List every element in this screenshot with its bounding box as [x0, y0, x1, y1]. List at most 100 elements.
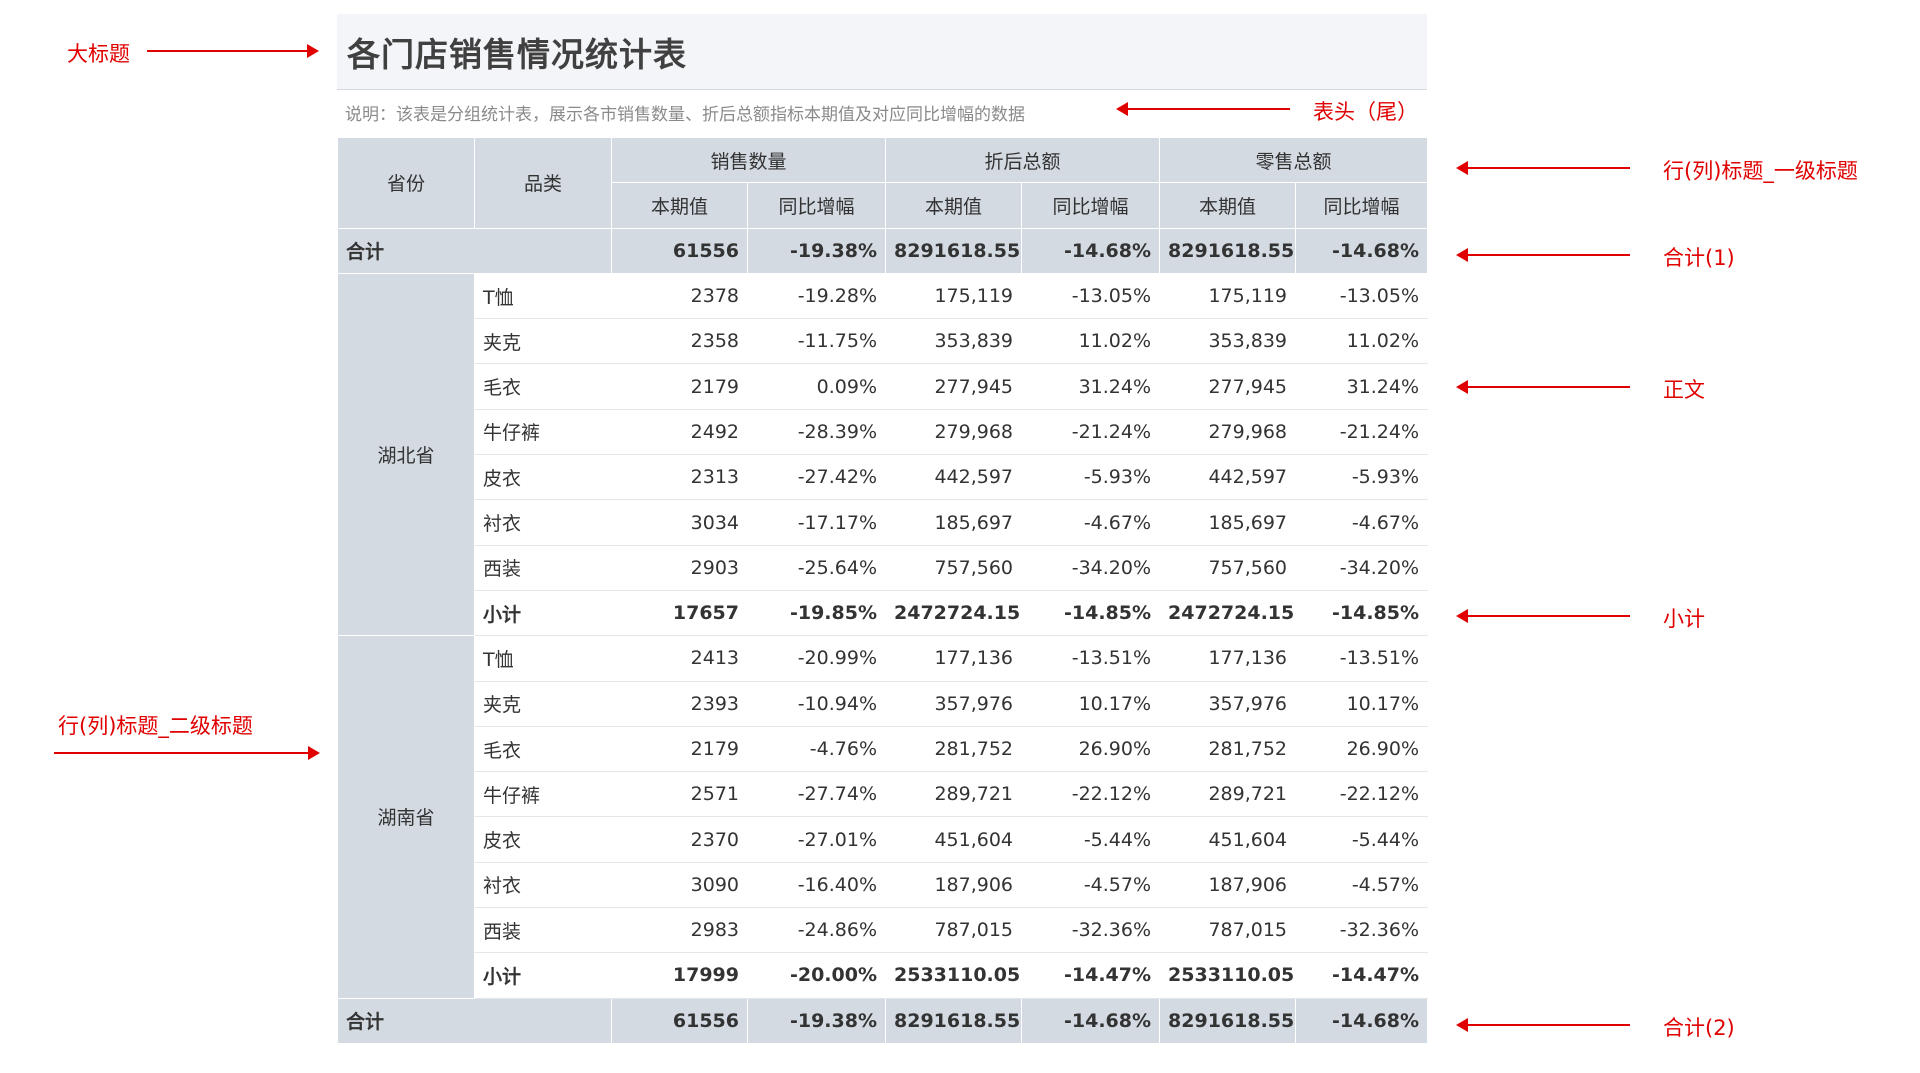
category-cell: 皮衣	[474, 454, 612, 501]
value-cell: -32.36%	[1021, 907, 1161, 954]
total-value: 8291618.55	[1159, 227, 1297, 274]
arrow-left-icon	[1456, 161, 1630, 175]
value-cell: -5.93%	[1021, 454, 1161, 501]
total-value: -19.38%	[746, 227, 887, 274]
value-cell: -27.01%	[746, 816, 887, 863]
table-row: 牛仔裤 2492 -28.39% 279,968 -21.24% 279,968 -21.2…	[338, 408, 1429, 456]
value-cell: -5.44%	[1021, 816, 1161, 863]
value-cell: -5.44%	[1295, 816, 1429, 863]
total-label: 合计	[337, 227, 612, 274]
province-cell: 湖南省	[337, 635, 475, 999]
total-value: -14.68%	[1021, 227, 1161, 274]
arrow-left-icon	[1116, 102, 1290, 116]
value-cell: 2903	[611, 544, 748, 591]
table-row: 衬衣 3090 -16.40% 187,906 -4.57% 187,906 -4.57%	[338, 861, 1429, 909]
category-cell: 西装	[474, 544, 612, 591]
report-description: 说明：该表是分组统计表，展示各市销售数量、折后总额指标本期值及对应同比增幅的数据	[345, 105, 1025, 125]
value-cell: 3090	[611, 861, 748, 909]
value-cell: 442,597	[1159, 454, 1297, 501]
value-cell: 279,968	[1159, 408, 1297, 456]
subtotal-row: 小计 17657 -19.85% 2472724.15 -14.85% 2472724.1…	[338, 589, 1429, 637]
value-cell: 277,945	[1159, 363, 1297, 410]
subtotal-value: -14.47%	[1295, 952, 1429, 999]
value-cell: 2983	[611, 907, 748, 954]
value-cell: -21.24%	[1021, 408, 1161, 456]
value-cell: 31.24%	[1295, 363, 1429, 410]
value-cell: -32.36%	[1295, 907, 1429, 954]
subtotal-value: -19.85%	[746, 589, 887, 637]
value-cell: 26.90%	[1295, 725, 1429, 773]
value-cell: 175,119	[1159, 272, 1297, 320]
value-cell: 187,906	[1159, 861, 1297, 909]
value-cell: -4.76%	[746, 725, 887, 773]
subtotal-value: -20.00%	[746, 952, 887, 999]
value-cell: 175,119	[885, 272, 1023, 320]
value-cell: -22.12%	[1295, 771, 1429, 818]
subtotal-value: -14.47%	[1021, 952, 1161, 999]
value-cell: 757,560	[885, 544, 1023, 591]
category-cell: T恤	[474, 272, 612, 320]
arrow-left-icon	[1456, 248, 1630, 262]
category-cell: 西装	[474, 907, 612, 954]
value-cell: 787,015	[1159, 907, 1297, 954]
annotation-total-1: 合计(1)	[1663, 246, 1735, 270]
total-value: 61556	[611, 227, 748, 274]
value-cell: -10.94%	[746, 680, 887, 727]
arrow-right-icon	[147, 44, 319, 58]
table-row: 毛衣 2179 -4.76% 281,752 26.90% 281,752 26.90%	[338, 725, 1429, 773]
value-cell: -4.67%	[1021, 499, 1161, 546]
value-cell: 2313	[611, 454, 748, 501]
annotation-body: 正文	[1663, 378, 1705, 402]
header-sub: 本期值	[611, 182, 748, 229]
header-group-discount-total: 折后总额	[885, 136, 1161, 184]
value-cell: 31.24%	[1021, 363, 1161, 410]
header-row-2: 本期值 同比增幅 本期值 同比增幅 本期值 同比增幅	[338, 182, 1429, 229]
total-value: -14.68%	[1295, 997, 1429, 1044]
value-cell: 2358	[611, 318, 748, 365]
value-cell: 2393	[611, 680, 748, 727]
table-row: 湖南省 T恤 2413 -20.99% 177,136 -13.51% 177,136 -13…	[337, 635, 1429, 999]
subtotal-label: 小计	[474, 589, 612, 637]
value-cell: 281,752	[1159, 725, 1297, 773]
value-cell: -22.12%	[1021, 771, 1161, 818]
value-cell: 177,136	[885, 635, 1023, 682]
value-cell: 357,976	[1159, 680, 1297, 727]
header-group-retail-total: 零售总额	[1159, 136, 1429, 184]
table-row: 毛衣 2179 0.09% 277,945 31.24% 277,945 31.24%	[338, 363, 1429, 410]
value-cell: 2179	[611, 725, 748, 773]
subtotal-value: 17999	[611, 952, 748, 999]
value-cell: 451,604	[1159, 816, 1297, 863]
value-cell: 442,597	[885, 454, 1023, 501]
subtotal-value: 2472724.15	[1159, 589, 1297, 637]
total-value: -14.68%	[1295, 227, 1429, 274]
total-value: 61556	[611, 997, 748, 1044]
value-cell: -13.51%	[1021, 635, 1161, 682]
annotation-subtotal: 小计	[1663, 607, 1705, 631]
table-row: 皮衣 2313 -27.42% 442,597 -5.93% 442,597 -5.93%	[338, 454, 1429, 501]
value-cell: 185,697	[885, 499, 1023, 546]
value-cell: 2413	[611, 635, 748, 682]
value-cell: -19.28%	[746, 272, 887, 320]
arrow-right-icon	[54, 746, 320, 760]
value-cell: 451,604	[885, 816, 1023, 863]
report-title-bar: 各门店销售情况统计表	[337, 14, 1427, 90]
value-cell: -27.74%	[746, 771, 887, 818]
value-cell: -11.75%	[746, 318, 887, 365]
annotation-header-tail: 表头（尾）	[1313, 100, 1418, 124]
value-cell: -17.17%	[746, 499, 887, 546]
category-cell: 衬衣	[474, 499, 612, 546]
value-cell: -20.99%	[746, 635, 887, 682]
value-cell: 3034	[611, 499, 748, 546]
category-cell: 毛衣	[474, 725, 612, 773]
value-cell: 0.09%	[746, 363, 887, 410]
value-cell: 2571	[611, 771, 748, 818]
province-cell: 湖北省	[337, 272, 475, 637]
value-cell: -13.05%	[1295, 272, 1429, 320]
category-cell: 毛衣	[474, 363, 612, 410]
value-cell: -4.67%	[1295, 499, 1429, 546]
value-cell: 281,752	[885, 725, 1023, 773]
value-cell: 11.02%	[1021, 318, 1161, 365]
subtotal-value: -14.85%	[1295, 589, 1429, 637]
value-cell: 289,721	[1159, 771, 1297, 818]
value-cell: -16.40%	[746, 861, 887, 909]
